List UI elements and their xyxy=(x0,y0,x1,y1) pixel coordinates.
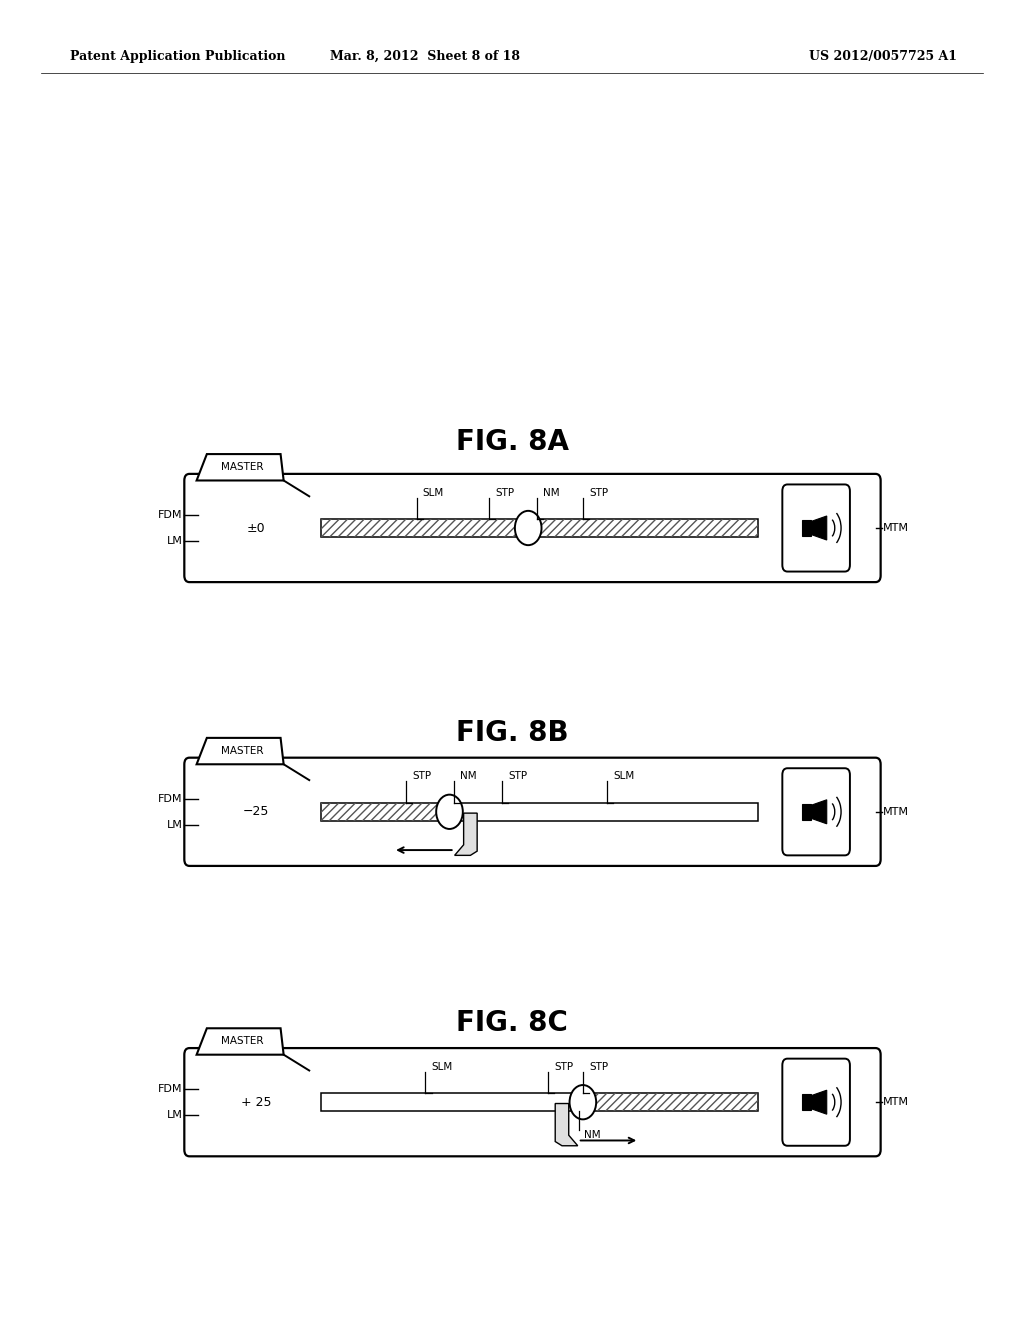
FancyBboxPatch shape xyxy=(782,484,850,572)
Text: NM: NM xyxy=(585,1130,601,1140)
Circle shape xyxy=(569,1085,596,1119)
FancyBboxPatch shape xyxy=(184,474,881,582)
Polygon shape xyxy=(197,1028,284,1055)
Bar xyxy=(802,1094,811,1110)
Polygon shape xyxy=(197,454,284,480)
Text: Mar. 8, 2012  Sheet 8 of 18: Mar. 8, 2012 Sheet 8 of 18 xyxy=(330,50,520,63)
Text: SLM: SLM xyxy=(613,771,634,781)
Bar xyxy=(802,804,811,820)
Text: MASTER: MASTER xyxy=(220,1036,263,1047)
Text: STP: STP xyxy=(589,487,608,498)
Text: STP: STP xyxy=(495,487,514,498)
Circle shape xyxy=(515,511,542,545)
Bar xyxy=(321,803,450,821)
Text: FDM: FDM xyxy=(158,510,182,520)
Text: −25: −25 xyxy=(243,805,269,818)
Text: LM: LM xyxy=(166,536,182,546)
Text: MTM: MTM xyxy=(883,1097,908,1107)
Text: FIG. 8A: FIG. 8A xyxy=(456,428,568,457)
Polygon shape xyxy=(811,800,826,824)
Polygon shape xyxy=(455,813,477,855)
Text: NM: NM xyxy=(460,771,476,781)
Bar xyxy=(528,519,758,537)
Text: STP: STP xyxy=(554,1061,573,1072)
FancyBboxPatch shape xyxy=(184,758,881,866)
Text: LM: LM xyxy=(166,820,182,830)
Text: STP: STP xyxy=(412,771,431,781)
Polygon shape xyxy=(197,738,284,764)
Bar xyxy=(321,1093,758,1111)
Bar xyxy=(802,520,811,536)
FancyBboxPatch shape xyxy=(184,1048,881,1156)
Text: MTM: MTM xyxy=(883,807,908,817)
Bar xyxy=(321,803,758,821)
Bar xyxy=(321,519,528,537)
Text: FIG. 8C: FIG. 8C xyxy=(456,1008,568,1038)
FancyBboxPatch shape xyxy=(782,1059,850,1146)
Text: LM: LM xyxy=(166,1110,182,1121)
Text: + 25: + 25 xyxy=(241,1096,271,1109)
Text: FDM: FDM xyxy=(158,1084,182,1094)
Circle shape xyxy=(436,795,463,829)
Text: MTM: MTM xyxy=(883,523,908,533)
Text: FDM: FDM xyxy=(158,793,182,804)
Text: STP: STP xyxy=(508,771,527,781)
FancyBboxPatch shape xyxy=(782,768,850,855)
Text: MASTER: MASTER xyxy=(220,462,263,473)
Text: STP: STP xyxy=(589,1061,608,1072)
Polygon shape xyxy=(811,516,826,540)
Bar xyxy=(583,1093,758,1111)
Text: SLM: SLM xyxy=(423,487,444,498)
Polygon shape xyxy=(811,1090,826,1114)
Text: NM: NM xyxy=(543,487,560,498)
Text: Patent Application Publication: Patent Application Publication xyxy=(70,50,285,63)
Text: SLM: SLM xyxy=(431,1061,453,1072)
Polygon shape xyxy=(555,1104,578,1146)
Text: ±0: ±0 xyxy=(247,521,265,535)
Text: MASTER: MASTER xyxy=(220,746,263,756)
Text: FIG. 8B: FIG. 8B xyxy=(456,718,568,747)
Bar xyxy=(321,519,758,537)
Text: US 2012/0057725 A1: US 2012/0057725 A1 xyxy=(809,50,957,63)
